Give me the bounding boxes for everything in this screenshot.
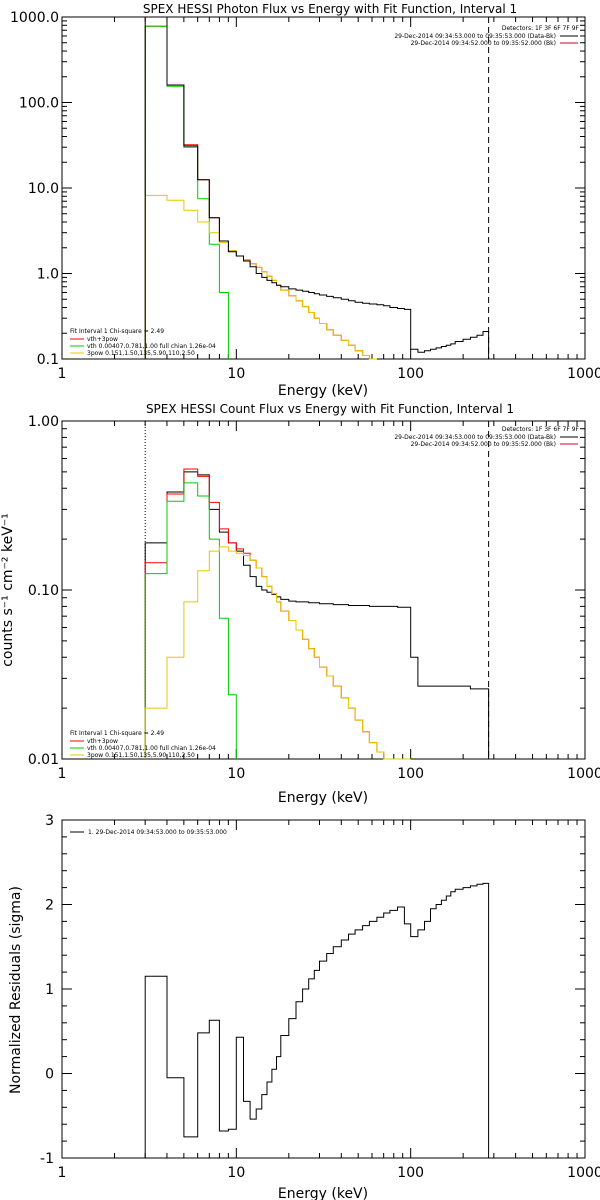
series-line-vth <box>144 25 229 359</box>
count-flux-legend-3pow: 3pow 0.151,1.50,135,5.90,110,2.50 <box>87 752 195 759</box>
photon-flux-xlabel: Energy (keV) <box>278 383 368 399</box>
x-tick-label: 10 <box>227 366 245 382</box>
x-tick-label: 1 <box>58 366 67 382</box>
y-tick-label: 1000.0 <box>10 10 59 26</box>
residuals-legend-entry: 1. 29-Dec-2014 09:34:53.000 to 09:35:53.… <box>88 829 227 836</box>
count-flux-legend-title: Fit Interval 1 Chi-square = 2.49 <box>70 730 164 737</box>
x-tick-label: 100 <box>397 366 424 382</box>
count-flux-panel: SPEX HESSI Count Flux vs Energy with Fit… <box>0 402 600 806</box>
count-flux-detectors: Detectors: 1F 3F 6F 7F 9F <box>502 426 580 433</box>
y-tick-label: 2 <box>45 898 54 914</box>
x-tick-label: 1 <box>58 1165 67 1181</box>
photon-flux-legend-title: Fit Interval 1 Chi-square = 2.49 <box>70 328 164 335</box>
count-flux-ylabel: counts s⁻¹ cm⁻² keV⁻¹ <box>0 513 16 667</box>
photon-flux-axes: 1 10 100 1000 0.1 1.0 10.0 100.0 1000.0 <box>10 10 600 382</box>
y-tick-label: 0.1 <box>37 352 59 368</box>
photon-flux-legend-vth: vth 0.00407,0.781,1.00 full chian 1.26e-… <box>87 343 216 350</box>
photon-flux-detectors: Detectors: 1F 3F 6F 7F 9F <box>502 25 580 32</box>
photon-flux-legend-vth3pow: vth+3pow <box>87 336 118 343</box>
y-tick-label: 0 <box>45 1067 54 1083</box>
series-line-vth <box>144 482 237 759</box>
residuals-series <box>144 882 490 1158</box>
count-flux-legend-vth3pow: vth+3pow <box>87 738 118 745</box>
y-tick-label: 1 <box>45 982 54 998</box>
residuals-xlabel: Energy (keV) <box>278 1186 368 1200</box>
series-line-vth-3pow <box>144 468 411 760</box>
series-line-data <box>144 16 490 359</box>
series-line-3pow <box>144 194 377 360</box>
count-flux-legend-vth: vth 0.00407,0.781,1.00 full chian 1.26e-… <box>87 745 216 752</box>
residuals-ylabel: Normalized Residuals (sigma) <box>8 886 24 1094</box>
series-line-data <box>144 471 490 759</box>
photon-flux-title: SPEX HESSI Photon Flux vs Energy with Fi… <box>143 2 517 16</box>
x-tick-label: 100 <box>397 766 424 782</box>
photon-flux-plot-frame <box>61 16 586 360</box>
photon-flux-panel: SPEX HESSI Photon Flux vs Energy with Fi… <box>10 2 600 399</box>
y-tick-label: 10.0 <box>28 181 59 197</box>
x-tick-label: 1 <box>58 766 67 782</box>
photon-flux-series <box>144 16 490 360</box>
series-line-3pow <box>144 546 411 760</box>
series-line-vth-3pow <box>144 25 377 360</box>
count-flux-title: SPEX HESSI Count Flux vs Energy with Fit… <box>146 402 514 416</box>
x-tick-label: 10 <box>227 1165 245 1181</box>
x-tick-label: 1000 <box>567 1165 600 1181</box>
count-flux-axes: 1 10 100 1000 0.01 0.10 1.00 <box>28 414 600 782</box>
count-flux-series <box>144 421 490 760</box>
residuals-plot-frame <box>61 819 586 1159</box>
count-flux-plot-frame <box>61 420 586 760</box>
photon-flux-interval-bk: 29-Dec-2014 09:34:52.000 to 09:35:52.000… <box>411 40 556 47</box>
y-tick-label: 1.00 <box>28 414 59 430</box>
y-tick-label: 0.01 <box>28 752 59 768</box>
y-tick-label: -1 <box>40 1151 54 1167</box>
photon-flux-interval-data: 29-Dec-2014 09:34:53.000 to 09:35:53.000… <box>394 33 556 40</box>
count-flux-xlabel: Energy (keV) <box>278 790 368 806</box>
x-tick-label: 1000 <box>567 366 600 382</box>
photon-flux-legend-3pow: 3pow 0.151,1.50,135,5.90,110,2.50 <box>87 350 195 357</box>
x-tick-label: 1000 <box>567 766 600 782</box>
residuals-panel: 1 10 100 1000 -1 0 1 2 3 1. 29-Dec-2014 09:34:53… <box>8 813 600 1200</box>
y-tick-label: 100.0 <box>19 96 59 112</box>
y-tick-label: 3 <box>45 813 54 829</box>
x-tick-label: 100 <box>397 1165 424 1181</box>
y-tick-label: 1.0 <box>37 267 59 283</box>
x-tick-label: 10 <box>227 766 245 782</box>
count-flux-interval-data: 29-Dec-2014 09:34:53.000 to 09:35:53.000… <box>394 434 556 441</box>
residuals-axes: 1 10 100 1000 -1 0 1 2 3 <box>40 813 600 1181</box>
y-tick-label: 0.10 <box>28 583 59 599</box>
series-line-1-29-dec-2014-09-34-53-000-to-09-35-53-000 <box>144 882 490 1158</box>
count-flux-interval-bk: 29-Dec-2014 09:34:52.000 to 09:35:52.000… <box>411 441 556 448</box>
